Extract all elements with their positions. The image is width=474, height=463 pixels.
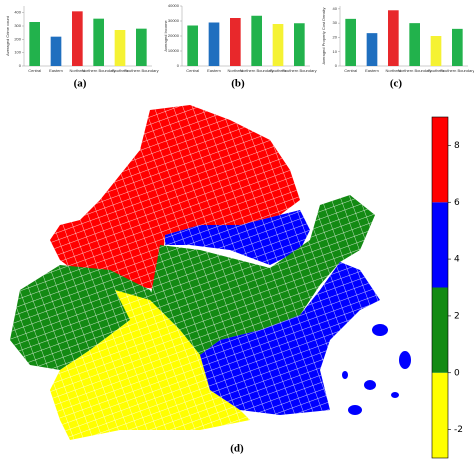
bar bbox=[208, 22, 220, 66]
x-tick-label: Northern Boundary bbox=[82, 68, 116, 73]
x-tick-label: Central bbox=[28, 68, 41, 73]
bar bbox=[430, 36, 442, 66]
y-tick-label: 0 bbox=[177, 63, 180, 68]
bar bbox=[345, 18, 356, 66]
colorbar-segment bbox=[432, 117, 448, 203]
bar bbox=[230, 18, 241, 66]
bar bbox=[93, 18, 104, 67]
x-tick-label: Northern Boundary bbox=[240, 68, 274, 73]
y-tick-label: 100 bbox=[14, 50, 21, 55]
x-tick-label: Southern Boundary bbox=[282, 68, 316, 73]
x-tick-label: Eastern bbox=[365, 68, 379, 73]
y-tick-label: 0 bbox=[19, 63, 22, 68]
colorbar-frame bbox=[431, 116, 449, 459]
y-tick-label: 20 bbox=[333, 34, 338, 39]
island bbox=[399, 351, 411, 369]
bar bbox=[452, 28, 463, 66]
y-axis-label: Averaged Crime count bbox=[5, 15, 10, 56]
x-tick-label: Northern bbox=[228, 68, 244, 73]
y-tick-label: 40000 bbox=[168, 3, 180, 8]
panel-label: (c) bbox=[390, 78, 403, 90]
colorbar-tick-label: 6 bbox=[454, 198, 460, 208]
x-tick-label: Eastern bbox=[207, 68, 221, 73]
x-tick-label: Northern bbox=[386, 68, 402, 73]
y-tick-label: 400 bbox=[14, 10, 21, 15]
y-tick-label: 40 bbox=[333, 6, 338, 11]
y-tick-label: 30000 bbox=[168, 18, 180, 23]
colorbar-tick-label: 8 bbox=[454, 141, 460, 151]
colorbar-tick-label: 4 bbox=[454, 255, 460, 265]
y-tick-label: 10 bbox=[333, 49, 338, 54]
colorbar-segment bbox=[432, 287, 448, 373]
y-axis-label: Averaged Income bbox=[163, 20, 168, 52]
bar bbox=[72, 11, 83, 67]
bar bbox=[272, 24, 284, 66]
x-tick-label: Northern Boundary bbox=[398, 68, 432, 73]
bar bbox=[251, 15, 262, 66]
bar bbox=[409, 23, 420, 66]
colorbar-tick-label: -2 bbox=[454, 425, 463, 435]
bar bbox=[29, 22, 40, 66]
y-tick-label: 200 bbox=[14, 36, 21, 41]
x-tick-label: Central bbox=[186, 68, 199, 73]
island bbox=[342, 371, 348, 379]
x-tick-label: Southern bbox=[112, 68, 128, 73]
bar bbox=[50, 36, 62, 66]
island bbox=[348, 405, 362, 415]
colorbar-segment bbox=[432, 372, 448, 458]
y-tick-label: 10000 bbox=[168, 48, 180, 53]
x-tick-label: Southern Boundary bbox=[124, 68, 158, 73]
y-tick-label: 300 bbox=[14, 23, 21, 28]
x-tick-label: Northern bbox=[70, 68, 86, 73]
colorbar-tick-label: 2 bbox=[454, 311, 460, 321]
bar bbox=[294, 23, 305, 66]
colorbar-segment bbox=[432, 202, 448, 288]
y-tick-label: 30 bbox=[333, 20, 338, 25]
bar bbox=[136, 28, 147, 67]
y-tick-label: 20000 bbox=[168, 33, 180, 38]
panel-label: (a) bbox=[74, 78, 87, 90]
bar bbox=[366, 33, 378, 66]
bar bbox=[388, 10, 399, 67]
x-tick-label: Southern Boundary bbox=[440, 68, 474, 73]
x-tick-label: Southern bbox=[428, 68, 444, 73]
map bbox=[10, 105, 411, 440]
street-grid bbox=[10, 105, 380, 440]
island bbox=[391, 392, 399, 398]
bar bbox=[114, 30, 126, 66]
x-tick-label: Eastern bbox=[49, 68, 63, 73]
y-tick-label: 0 bbox=[335, 63, 338, 68]
colorbar-tick-label: 0 bbox=[454, 368, 460, 378]
island bbox=[372, 324, 388, 336]
island bbox=[364, 380, 376, 390]
panel-label: (b) bbox=[231, 78, 245, 90]
x-tick-label: Southern bbox=[270, 68, 286, 73]
x-tick-label: Central bbox=[344, 68, 357, 73]
bar bbox=[187, 25, 198, 66]
panel-label: (d) bbox=[230, 443, 244, 455]
y-axis-label: Averaged Property Cost Density bbox=[321, 7, 326, 64]
